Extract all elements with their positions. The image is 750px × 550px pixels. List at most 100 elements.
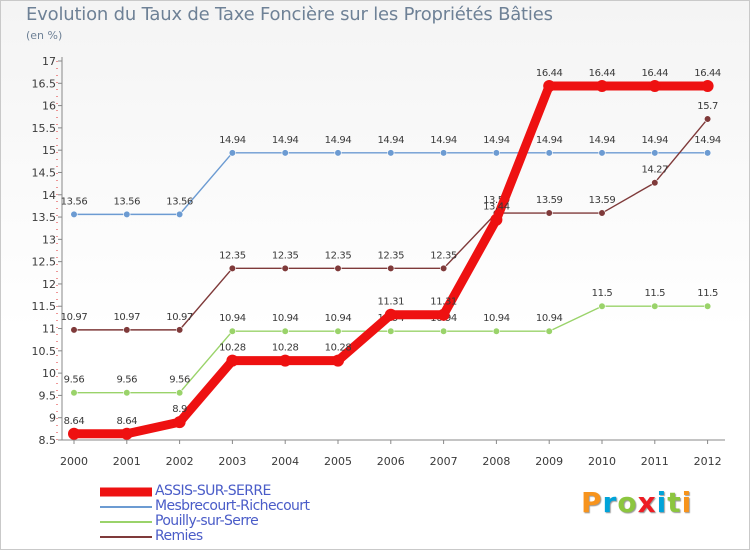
data-label-assis-sur-serre: 8.64 bbox=[116, 416, 137, 427]
data-point-pouilly-sur-serre bbox=[387, 327, 395, 335]
data-label-pouilly-sur-serre: 10.94 bbox=[483, 313, 510, 324]
data-point-pouilly-sur-serre bbox=[598, 302, 606, 310]
data-point-pouilly-sur-serre bbox=[334, 327, 342, 335]
y-tick-label: 17 bbox=[42, 55, 56, 68]
data-label-mesbrecourt-richecourt: 14.94 bbox=[694, 135, 721, 146]
data-point-remies bbox=[651, 179, 659, 187]
data-label-assis-sur-serre: 16.44 bbox=[536, 68, 563, 79]
y-tick-label: 16 bbox=[42, 100, 56, 113]
y-tick-label: 12 bbox=[42, 278, 56, 291]
data-label-pouilly-sur-serre: 9.56 bbox=[116, 375, 137, 386]
data-point-assis-sur-serre bbox=[701, 79, 714, 92]
data-point-pouilly-sur-serre bbox=[545, 327, 553, 335]
data-point-remies bbox=[176, 326, 184, 334]
data-label-mesbrecourt-richecourt: 14.94 bbox=[377, 135, 404, 146]
logo-letter: o bbox=[617, 486, 638, 519]
x-tick-label: 2007 bbox=[430, 455, 458, 468]
data-label-remies: 15.7 bbox=[697, 101, 718, 112]
data-point-mesbrecourt-richecourt bbox=[651, 149, 659, 157]
legend-item-remies: Remies bbox=[100, 528, 420, 544]
x-tick-label: 2010 bbox=[588, 455, 616, 468]
data-label-pouilly-sur-serre: 10.94 bbox=[536, 313, 563, 324]
data-point-mesbrecourt-richecourt bbox=[492, 149, 501, 157]
legend-swatch bbox=[100, 487, 152, 496]
data-label-mesbrecourt-richecourt: 14.94 bbox=[219, 135, 246, 146]
data-point-remies bbox=[703, 115, 712, 123]
data-point-remies bbox=[440, 264, 448, 272]
y-tick-label: 14.5 bbox=[32, 166, 57, 179]
data-point-assis-sur-serre bbox=[120, 427, 133, 440]
data-label-mesbrecourt-richecourt: 13.56 bbox=[61, 196, 88, 207]
data-label-remies: 13.59 bbox=[536, 195, 563, 206]
legend-label: Pouilly-sur-Serre bbox=[155, 513, 259, 529]
legend-label: Remies bbox=[155, 528, 203, 544]
data-point-pouilly-sur-serre bbox=[492, 327, 501, 335]
data-point-assis-sur-serre bbox=[226, 354, 239, 367]
data-label-pouilly-sur-serre: 11.5 bbox=[644, 288, 665, 299]
chart-unit-label: (en %) bbox=[26, 29, 63, 42]
data-point-mesbrecourt-richecourt bbox=[176, 210, 184, 218]
data-point-mesbrecourt-richecourt bbox=[545, 149, 553, 157]
data-point-assis-sur-serre bbox=[384, 308, 397, 321]
logo-letter: P bbox=[581, 486, 603, 519]
data-point-mesbrecourt-richecourt bbox=[387, 149, 395, 157]
data-label-remies: 12.35 bbox=[219, 250, 246, 261]
data-point-pouilly-sur-serre bbox=[176, 389, 184, 397]
data-label-mesbrecourt-richecourt: 14.94 bbox=[325, 135, 352, 146]
data-point-remies bbox=[598, 209, 606, 217]
x-tick-label: 2012 bbox=[694, 455, 722, 468]
data-point-assis-sur-serre bbox=[332, 354, 344, 367]
y-tick-label: 14 bbox=[42, 189, 56, 202]
data-point-mesbrecourt-richecourt bbox=[228, 149, 236, 157]
data-label-remies: 10.97 bbox=[113, 312, 140, 323]
logo-letter: t bbox=[667, 486, 682, 519]
data-point-pouilly-sur-serre bbox=[440, 327, 448, 335]
data-label-assis-sur-serre: 8.9 bbox=[172, 404, 187, 415]
data-point-mesbrecourt-richecourt bbox=[281, 149, 289, 157]
data-point-pouilly-sur-serre bbox=[70, 389, 78, 397]
legend-label: ASSIS-SUR-SERRE bbox=[155, 483, 271, 499]
data-label-assis-sur-serre: 11.31 bbox=[430, 297, 457, 308]
data-point-remies bbox=[228, 264, 236, 272]
data-label-remies: 14.27 bbox=[641, 165, 668, 176]
x-tick-label: 2003 bbox=[218, 455, 246, 468]
data-label-mesbrecourt-richecourt: 14.94 bbox=[589, 135, 616, 146]
data-label-mesbrecourt-richecourt: 14.94 bbox=[536, 135, 563, 146]
data-point-remies bbox=[123, 326, 131, 334]
data-label-remies: 13.59 bbox=[483, 195, 510, 206]
data-label-remies: 10.97 bbox=[166, 312, 193, 323]
data-label-pouilly-sur-serre: 10.94 bbox=[325, 313, 352, 324]
x-tick-label: 2001 bbox=[113, 455, 141, 468]
data-point-mesbrecourt-richecourt bbox=[598, 149, 606, 157]
data-label-remies: 13.59 bbox=[589, 195, 616, 206]
y-tick-label: 9 bbox=[49, 412, 56, 425]
logo-letter: i bbox=[656, 486, 668, 519]
data-label-assis-sur-serre: 10.28 bbox=[272, 343, 299, 354]
data-label-remies: 10.97 bbox=[61, 312, 88, 323]
data-label-pouilly-sur-serre: 11.5 bbox=[697, 288, 718, 299]
data-label-pouilly-sur-serre: 11.5 bbox=[592, 288, 613, 299]
data-point-mesbrecourt-richecourt bbox=[70, 210, 78, 218]
x-tick-label: 2009 bbox=[535, 455, 563, 468]
y-tick-label: 11.5 bbox=[32, 300, 57, 313]
data-label-assis-sur-serre: 13.44 bbox=[483, 202, 510, 213]
y-tick-label: 15.5 bbox=[32, 122, 57, 135]
data-label-remies: 12.35 bbox=[325, 250, 352, 261]
data-point-assis-sur-serre bbox=[173, 416, 186, 429]
data-label-remies: 12.35 bbox=[377, 250, 404, 261]
data-point-pouilly-sur-serre bbox=[123, 389, 131, 397]
x-tick-label: 2006 bbox=[377, 455, 405, 468]
x-tick-label: 2004 bbox=[271, 455, 299, 468]
x-tick-label: 2002 bbox=[166, 455, 194, 468]
data-point-remies bbox=[387, 264, 395, 272]
data-label-mesbrecourt-richecourt: 14.94 bbox=[430, 135, 457, 146]
legend-item-mesbrecourt-richecourt: Mesbrecourt-Richecourt bbox=[100, 498, 420, 514]
x-tick-label: 2000 bbox=[60, 455, 88, 468]
logo-letter: i bbox=[681, 486, 693, 519]
data-label-pouilly-sur-serre: 10.94 bbox=[219, 313, 246, 324]
data-point-pouilly-sur-serre bbox=[651, 302, 659, 310]
legend-swatch bbox=[100, 505, 152, 508]
data-label-mesbrecourt-richecourt: 13.56 bbox=[166, 196, 193, 207]
y-tick-label: 12.5 bbox=[32, 256, 57, 269]
